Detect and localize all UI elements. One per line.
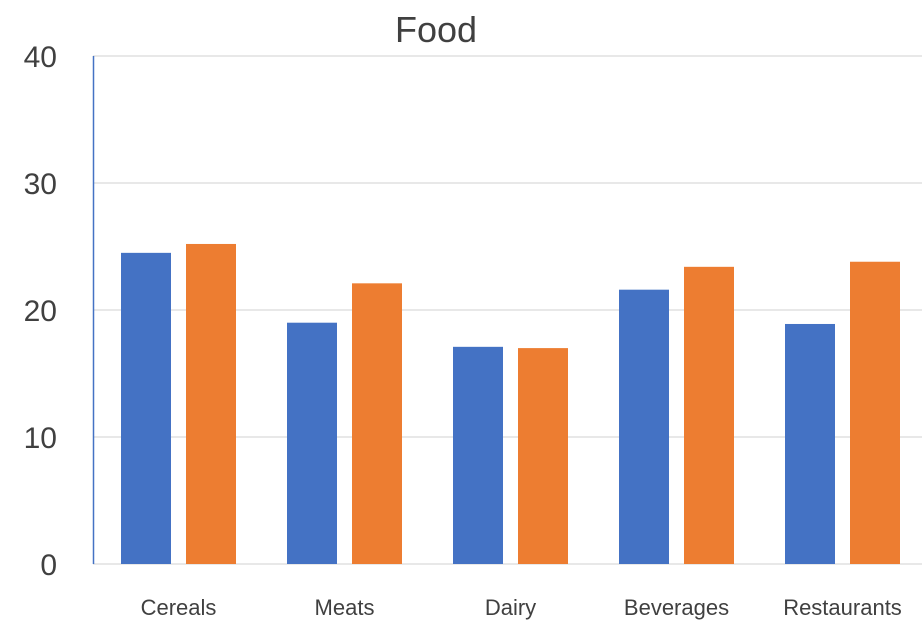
x-tick-label: Restaurants	[783, 595, 902, 620]
chart-title: Food	[395, 9, 477, 50]
bar-series-1-cereals	[121, 252, 171, 564]
x-tick-label: Meats	[315, 595, 375, 620]
y-axis-ticks: 0 10 20 30 40	[24, 41, 57, 582]
y-tick-label: 10	[24, 422, 57, 455]
bar-series-2-cereals	[186, 243, 236, 564]
x-tick-label: Beverages	[624, 595, 729, 620]
bar-series-2-restaurants	[850, 261, 900, 564]
bar-series-1-beverages	[619, 289, 669, 564]
bar-series-1-dairy	[453, 346, 503, 564]
bar-series-2-beverages	[684, 266, 734, 564]
bar-series-2-dairy	[518, 348, 568, 564]
bar-series-2-meats	[352, 283, 402, 564]
x-tick-label: Cereals	[141, 595, 217, 620]
x-axis-labels: Cereals Meats Dairy Beverages Restaurants	[141, 595, 902, 620]
y-tick-label: 30	[24, 168, 57, 201]
y-tick-label: 40	[24, 41, 57, 74]
y-tick-label: 20	[24, 295, 57, 328]
y-tick-label: 0	[40, 549, 57, 582]
x-tick-label: Dairy	[485, 595, 536, 620]
bar-series-1-restaurants	[785, 323, 835, 564]
bars	[121, 243, 900, 564]
bar-series-1-meats	[287, 322, 337, 564]
